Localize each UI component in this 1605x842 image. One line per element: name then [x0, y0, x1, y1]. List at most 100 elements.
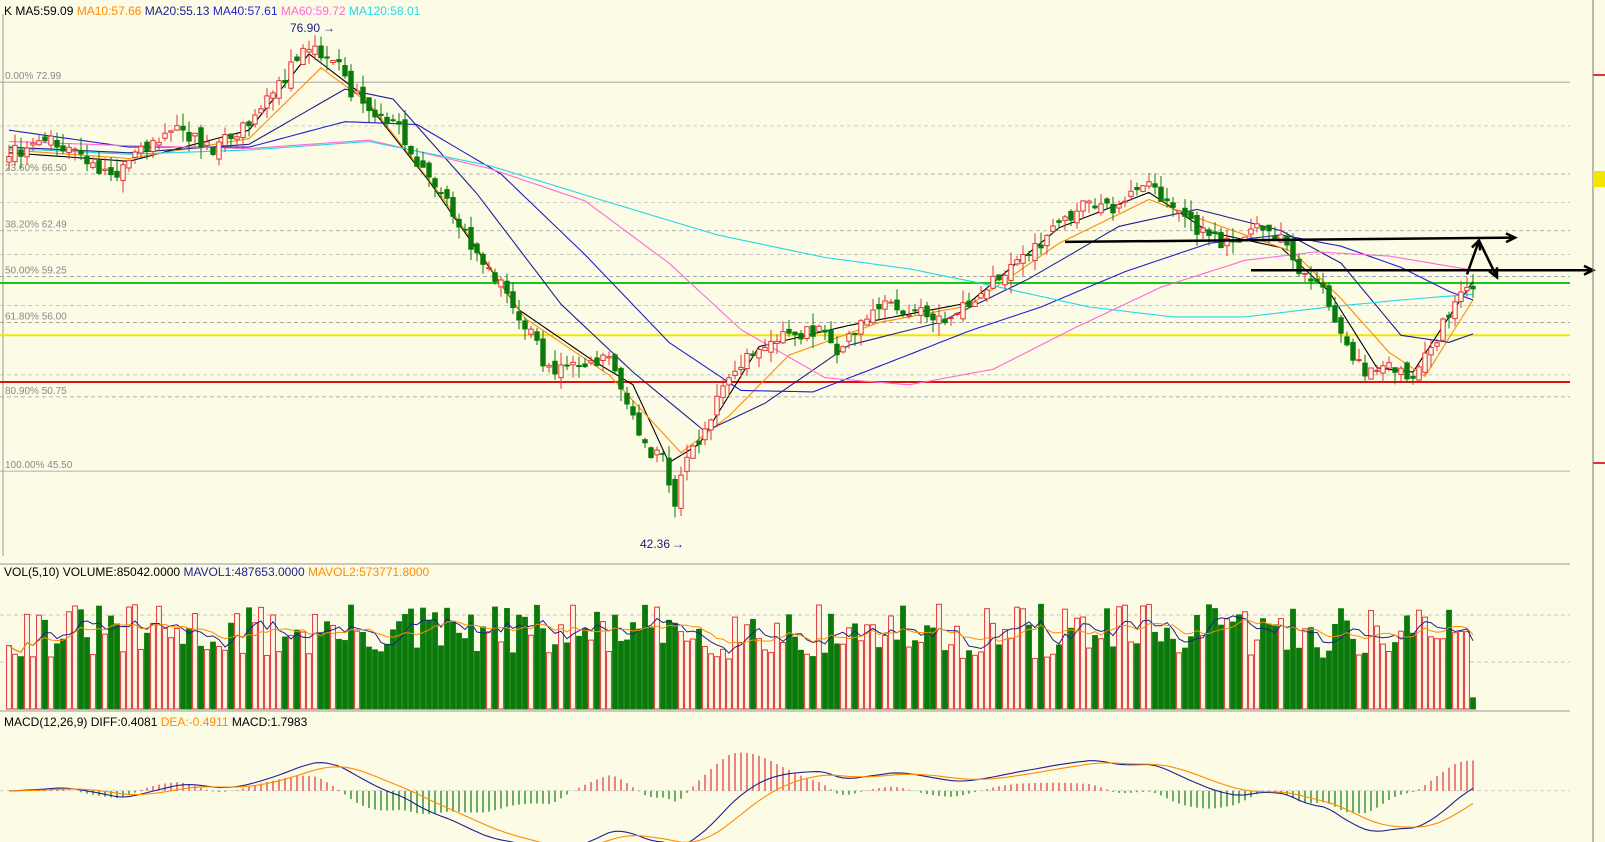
- volume-bar: [1404, 615, 1410, 710]
- candle: [1314, 271, 1320, 284]
- volume-bar: [1008, 637, 1014, 710]
- price-legend-item: MA5:59.09: [12, 4, 74, 18]
- price-legend-text: K MA5:59.09 MA10:57.66 MA20:55.13 MA40:5…: [4, 4, 421, 18]
- candle: [180, 113, 186, 142]
- volume-bar: [336, 638, 342, 710]
- volume-bar: [6, 645, 12, 710]
- candle: [480, 251, 486, 274]
- candle: [288, 49, 294, 92]
- volume-bar: [1260, 618, 1266, 710]
- volume-bar: [222, 649, 228, 710]
- volume-bar: [1224, 618, 1230, 710]
- candle: [594, 350, 600, 367]
- candle: [1062, 214, 1068, 230]
- candle: [144, 139, 150, 160]
- volume-bar: [330, 624, 336, 710]
- volume-bar: [186, 627, 192, 710]
- price-legend-item: MA60:59.72: [278, 4, 346, 18]
- volume-bar: [1122, 604, 1128, 710]
- fib-label: 38.20% 62.49: [5, 220, 67, 231]
- candle: [972, 298, 978, 307]
- volume-bar: [102, 633, 108, 710]
- volume-bar: [798, 649, 804, 710]
- volume-bar: [528, 634, 534, 710]
- candle: [396, 113, 402, 135]
- candle: [1224, 229, 1230, 257]
- mavol-line-5: [8, 615, 1474, 654]
- price-panel[interactable]: 0.00% 72.99 23.60% 66.50 38.20% 62.49 50.00…: [0, 14, 1596, 556]
- volume-bar: [66, 611, 72, 710]
- volume-bar: [138, 648, 144, 710]
- macd-panel[interactable]: [0, 710, 1570, 842]
- candle: [624, 386, 630, 410]
- volume-panel[interactable]: [0, 563, 1570, 710]
- candle: [114, 159, 120, 182]
- ma-line-ma20: [8, 88, 1474, 433]
- candle: [1392, 367, 1398, 385]
- candle: [486, 261, 492, 272]
- candle: [1038, 232, 1044, 255]
- volume-bar: [672, 622, 678, 710]
- volume-bar: [612, 614, 618, 710]
- volume-bar: [966, 650, 972, 710]
- candle: [1068, 209, 1074, 226]
- volume-bar: [894, 639, 900, 710]
- volume-bar: [282, 636, 288, 710]
- candle: [252, 109, 258, 128]
- volume-bar: [924, 625, 930, 710]
- candle: [126, 159, 132, 172]
- candle: [234, 134, 240, 149]
- volume-bar: [1134, 643, 1140, 710]
- volume-bar: [1374, 625, 1380, 710]
- volume-bar: [1362, 652, 1368, 710]
- candle: [846, 330, 852, 349]
- volume-bar: [1164, 627, 1170, 710]
- candle: [1446, 311, 1452, 329]
- candle: [30, 137, 36, 151]
- volume-bar: [1338, 608, 1344, 710]
- annotation-arrows: [1064, 232, 1596, 280]
- volume-bar: [666, 619, 672, 710]
- volume-bar: [1398, 630, 1404, 710]
- volume-bar: [18, 656, 24, 710]
- candle: [270, 90, 276, 111]
- candle: [150, 137, 156, 159]
- volume-bar: [864, 624, 870, 710]
- candle: [90, 157, 96, 170]
- ma-line-ma120: [8, 140, 1474, 318]
- candle: [1356, 348, 1362, 363]
- candle: [672, 474, 678, 518]
- volume-bar: [462, 638, 468, 710]
- candle: [636, 404, 642, 437]
- volume-bar: [96, 605, 102, 710]
- volume-bar: [414, 647, 420, 710]
- volume-bar: [1428, 636, 1434, 710]
- volume-bar: [486, 631, 492, 710]
- candle: [726, 373, 732, 397]
- candle: [456, 213, 462, 239]
- candle: [162, 123, 168, 142]
- volume-bar: [1020, 608, 1026, 710]
- volume-bar: [108, 615, 114, 710]
- volume-bar: [180, 643, 186, 710]
- candle: [1428, 339, 1434, 368]
- volume-bar: [60, 638, 66, 710]
- candle: [36, 134, 42, 146]
- volume-bar: [1110, 646, 1116, 710]
- candle: [930, 310, 936, 333]
- candle: [894, 289, 900, 315]
- candle: [12, 134, 18, 167]
- volume-bar: [702, 646, 708, 710]
- candle: [990, 265, 996, 290]
- volume-bar: [384, 643, 390, 710]
- candle: [684, 444, 690, 481]
- volume-bar: [1056, 644, 1062, 710]
- candle: [996, 274, 1002, 282]
- volume-bar: [1410, 632, 1416, 710]
- volume-bar: [1038, 603, 1044, 710]
- volume-bar: [498, 641, 504, 710]
- volume-bar: [1218, 624, 1224, 710]
- volume-bar: [1302, 628, 1308, 710]
- candle: [1368, 367, 1374, 380]
- volume-bar: [1044, 656, 1050, 710]
